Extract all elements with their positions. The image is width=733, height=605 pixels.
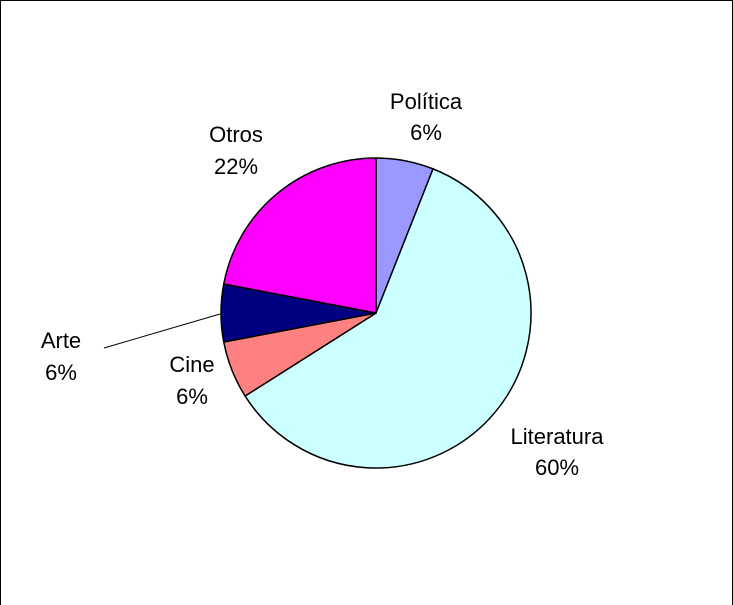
label-literatura-name: Literatura: [511, 424, 605, 449]
pie-slices: [220, 157, 532, 469]
pie-slice-otros: [222, 157, 377, 314]
label-arte-name: Arte: [41, 328, 81, 353]
label-otros-name: Otros: [209, 122, 263, 147]
label-cine-value: 6%: [176, 384, 208, 409]
pie-slice-literatura: [244, 168, 532, 469]
label-cine-name: Cine: [169, 352, 214, 377]
label-otros-value: 22%: [214, 154, 258, 179]
label-literatura-value: 60%: [535, 455, 579, 480]
label-arte-value: 6%: [45, 360, 77, 385]
arte-leader-line: [103, 313, 221, 349]
label-politica-value: 6%: [410, 120, 442, 145]
label-politica-name: Política: [390, 89, 463, 114]
